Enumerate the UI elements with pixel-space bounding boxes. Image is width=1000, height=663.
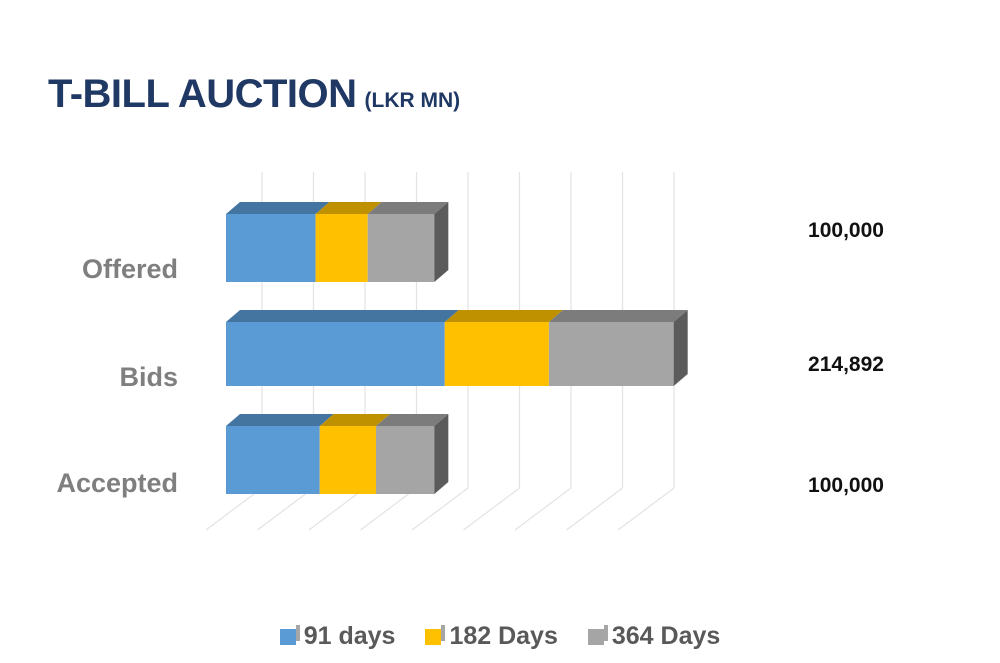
legend-item-182-days: 182 Days (425, 622, 558, 651)
bar-side-offered (434, 202, 449, 282)
total-label-offered: 100,000 (808, 219, 884, 242)
legend-item-91-days: 91 days (279, 622, 396, 651)
floor-gridline (360, 487, 417, 531)
legend-label: 91 days (303, 622, 396, 650)
total-labels: 100,000 214,892 100,000 (808, 219, 884, 497)
bar-offered-182-days (315, 214, 368, 282)
bar-bids-182-days (444, 322, 549, 386)
floor-gridline (463, 487, 520, 531)
floor-gridline (411, 487, 469, 531)
bar-accepted-364-days (376, 426, 435, 494)
chart-title: T-BILL AUCTION (LKR MN) (48, 72, 460, 117)
floor-gridline (617, 487, 675, 531)
floor-gridline (308, 487, 366, 531)
category-label-bids: Bids (119, 362, 178, 392)
bar-top-offered-1 (315, 202, 382, 214)
total-label-bids: 214,892 (808, 353, 884, 376)
bar-offered-364-days (367, 214, 435, 282)
legend-item-364-days: 364 Days (587, 622, 721, 651)
legend: 91 days 182 Days 364 Days (0, 622, 1000, 651)
bar-bids-364-days (548, 322, 674, 386)
legend-swatch (587, 624, 608, 645)
category-label-offered: Offered (82, 254, 178, 284)
chart-unit: (LKR MN) (364, 89, 461, 112)
legend-swatch (425, 624, 446, 645)
category-labels: Offered Bids Accepted (56, 254, 178, 498)
floor-gridline (205, 487, 263, 531)
bar-accepted-182-days (319, 426, 376, 494)
bar-accepted-91-days (226, 426, 320, 494)
bar-top-bids-1 (444, 310, 563, 322)
bars (226, 202, 688, 494)
legend-label: 364 Days (611, 622, 721, 650)
legend-swatch (279, 624, 300, 645)
total-label-accepted: 100,000 (808, 474, 884, 497)
bar-offered-91-days (226, 214, 316, 282)
chart-title-text: T-BILL AUCTION (48, 72, 357, 116)
bar-top-accepted-0 (226, 414, 334, 426)
bar-side-bids (673, 310, 688, 386)
bar-top-offered-2 (367, 202, 449, 214)
category-label-accepted: Accepted (56, 468, 178, 498)
legend-label: 182 Days (449, 622, 558, 650)
bar-top-accepted-2 (376, 414, 449, 426)
floor-gridline (257, 487, 314, 531)
bar-top-bids-2 (548, 310, 688, 322)
bar-side-accepted (434, 414, 449, 494)
floor-gridline (566, 487, 623, 531)
floor-gridline (514, 487, 572, 531)
bar-top-bids-0 (226, 310, 459, 322)
bar-bids-91-days (226, 322, 445, 386)
bar-top-accepted-1 (319, 414, 390, 426)
bar-top-offered-0 (226, 202, 330, 214)
